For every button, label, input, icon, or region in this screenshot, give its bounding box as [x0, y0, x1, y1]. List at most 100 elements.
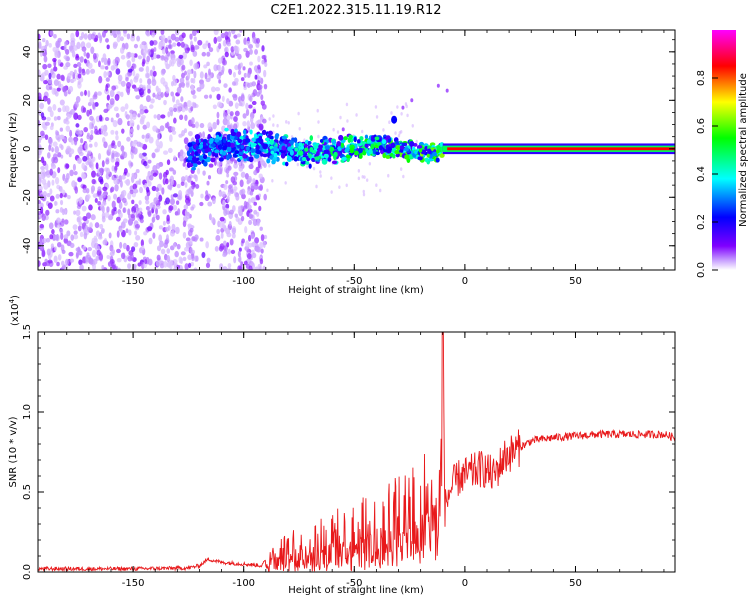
noise-speckle	[336, 130, 340, 134]
noise-speckle	[50, 68, 54, 75]
noise-speckle	[396, 105, 399, 109]
spectrogram-y-tick-label: 0	[22, 146, 33, 152]
noise-speckle	[127, 263, 132, 269]
noise-speckle	[379, 188, 382, 193]
band-speckle	[331, 160, 338, 165]
noise-speckle	[91, 237, 96, 244]
noise-speckle	[80, 137, 84, 144]
band-speckle	[381, 139, 387, 145]
noise-speckle	[107, 144, 112, 152]
noise-speckle	[223, 183, 228, 190]
noise-speckle	[96, 249, 101, 256]
noise-speckle	[81, 70, 86, 76]
noise-speckle	[133, 241, 139, 248]
noise-speckle	[137, 262, 142, 267]
noise-speckle	[296, 162, 300, 167]
noise-speckle	[140, 116, 145, 123]
noise-speckle	[189, 33, 193, 40]
noise-speckle	[72, 163, 76, 171]
band-speckle	[194, 151, 198, 156]
noise-speckle	[365, 178, 369, 182]
noise-speckle	[116, 230, 120, 238]
noise-speckle	[242, 205, 248, 210]
noise-speckle	[132, 183, 137, 190]
noise-speckle	[112, 63, 118, 70]
noise-speckle	[160, 92, 164, 98]
band-speckle	[281, 135, 288, 140]
noise-speckle	[319, 174, 322, 178]
noise-speckle	[131, 246, 136, 252]
noise-speckle	[230, 189, 234, 194]
noise-speckle	[43, 55, 48, 63]
noise-speckle	[94, 141, 98, 148]
noise-speckle	[180, 82, 186, 87]
noise-speckle	[120, 91, 124, 98]
band-speckle	[364, 134, 369, 140]
noise-speckle	[233, 171, 239, 176]
band-speckle	[428, 154, 434, 159]
noise-speckle	[103, 141, 108, 149]
band-speckle	[374, 136, 380, 141]
band-speckle	[209, 137, 214, 142]
noise-speckle	[165, 197, 171, 205]
noise-speckle	[103, 70, 107, 79]
noise-speckle	[69, 129, 73, 138]
noise-speckle	[145, 132, 151, 139]
noise-speckle	[225, 168, 230, 174]
noise-speckle	[248, 214, 254, 219]
noise-speckle	[357, 169, 361, 173]
noise-speckle	[87, 150, 91, 157]
band-speckle	[270, 135, 274, 140]
noise-speckle	[110, 117, 114, 123]
noise-speckle	[264, 61, 268, 68]
noise-speckle	[218, 263, 224, 270]
band-speckle	[189, 163, 194, 168]
band-speckle	[214, 149, 220, 154]
noise-speckle	[240, 188, 246, 195]
noise-speckle	[226, 41, 232, 47]
noise-speckle	[94, 34, 99, 42]
noise-speckle	[191, 123, 196, 128]
band-speckle	[235, 131, 242, 138]
noise-speckle	[135, 235, 141, 241]
noise-speckle	[194, 174, 198, 182]
noise-speckle	[227, 192, 231, 197]
noise-speckle	[53, 66, 58, 72]
noise-speckle	[111, 208, 115, 216]
noise-speckle	[99, 167, 105, 174]
noise-speckle	[272, 123, 275, 127]
noise-speckle	[155, 162, 161, 169]
noise-speckle	[166, 214, 170, 222]
noise-speckle	[60, 74, 65, 82]
noise-speckle	[97, 201, 102, 206]
noise-speckle	[46, 169, 51, 175]
band-speckle	[268, 130, 273, 136]
noise-speckle	[83, 58, 87, 64]
noise-speckle	[95, 230, 101, 237]
noise-speckle	[126, 136, 131, 142]
noise-speckle	[194, 63, 200, 70]
noise-speckle	[218, 245, 224, 252]
band-speckle	[340, 142, 345, 148]
noise-speckle	[220, 232, 224, 239]
noise-speckle	[82, 155, 88, 162]
band-speckle	[354, 150, 359, 156]
band-speckle	[362, 151, 367, 156]
noise-speckle	[45, 163, 49, 171]
noise-speckle	[163, 99, 167, 106]
noise-speckle	[134, 230, 138, 236]
band-speckle	[375, 151, 380, 156]
noise-speckle	[208, 47, 214, 53]
noise-speckle	[144, 259, 148, 265]
band-speckle	[188, 146, 193, 153]
noise-speckle	[287, 120, 290, 125]
noise-speckle	[39, 102, 45, 110]
noise-speckle	[215, 234, 221, 242]
noise-speckle	[75, 53, 79, 59]
noise-speckle	[194, 121, 200, 129]
noise-speckle	[226, 109, 231, 115]
noise-speckle	[73, 171, 78, 176]
noise-speckle	[205, 77, 211, 83]
noise-speckle	[192, 77, 196, 84]
snr-y-tick-label: 1.5	[22, 324, 33, 340]
